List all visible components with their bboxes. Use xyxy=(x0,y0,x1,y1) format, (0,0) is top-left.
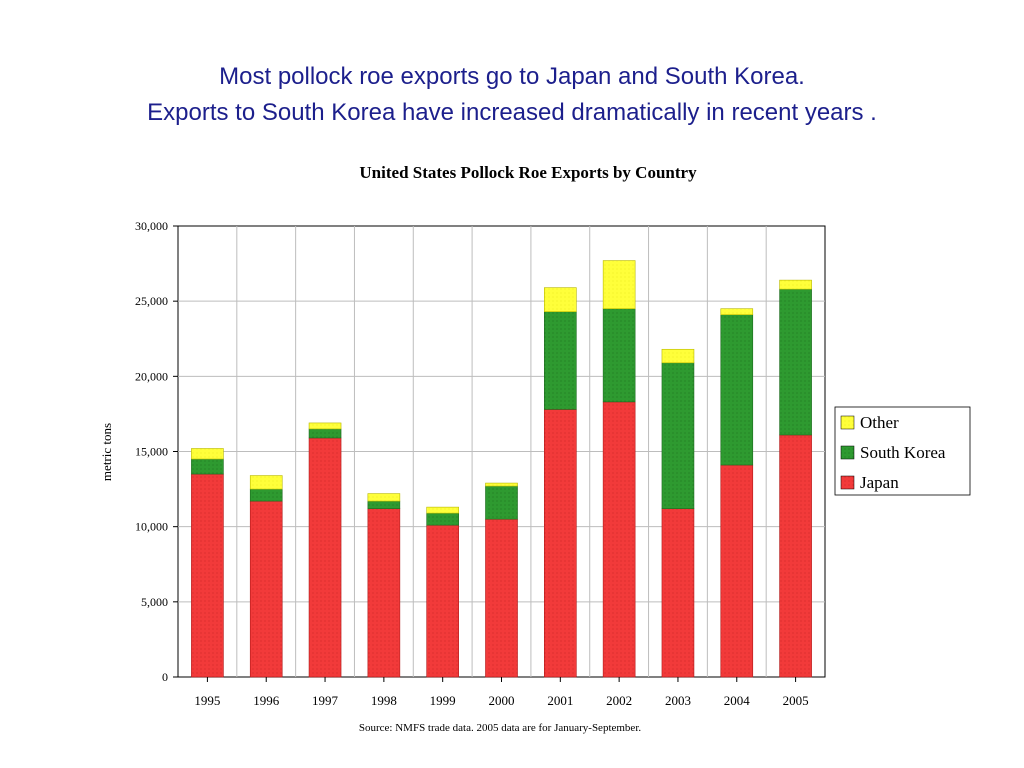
bar-other-1999 xyxy=(426,506,459,514)
bar-other-2003 xyxy=(661,348,695,364)
bar-japan-2001 xyxy=(544,409,577,678)
y-tick-label: 30,000 xyxy=(135,219,168,233)
bar-japan-1997 xyxy=(308,437,342,678)
bar-other-2002 xyxy=(602,260,636,309)
bar-japan-1998 xyxy=(367,508,401,678)
bars xyxy=(191,260,812,678)
legend-swatch-south-korea xyxy=(840,445,855,460)
legend: Other South Korea Japan xyxy=(834,406,971,496)
bar-south-korea-2005 xyxy=(779,288,812,436)
x-tick-label: 1999 xyxy=(430,693,456,708)
chart-title: United States Pollock Roe Exports by Cou… xyxy=(359,163,697,182)
bar-japan-2003 xyxy=(661,508,695,678)
bar-other-1998 xyxy=(367,493,401,502)
bar-other-1996 xyxy=(249,475,283,490)
legend-swatch-japan xyxy=(840,475,855,490)
y-tick-label: 15,000 xyxy=(135,445,168,459)
legend-label-japan: Japan xyxy=(860,473,899,492)
x-tick-label: 2005 xyxy=(783,693,809,708)
bar-south-korea-1995 xyxy=(191,458,224,475)
bar-other-1997 xyxy=(308,422,342,430)
bar-south-korea-2001 xyxy=(544,311,577,410)
y-tick-label: 5,000 xyxy=(141,595,168,609)
bar-other-2004 xyxy=(720,308,754,315)
bar-other-2005 xyxy=(779,279,812,290)
x-tick-label: 1997 xyxy=(312,693,339,708)
bar-japan-1995 xyxy=(191,473,224,678)
bar-japan-2005 xyxy=(779,434,812,678)
legend-label-other: Other xyxy=(860,413,899,432)
headline-line-2: Exports to South Korea have increased dr… xyxy=(147,99,877,126)
legend-swatch-other xyxy=(840,415,855,430)
y-axis-label: metric tons xyxy=(99,423,114,481)
x-tick-label: 1996 xyxy=(253,693,280,708)
bar-south-korea-2004 xyxy=(720,314,754,466)
bar-south-korea-1998 xyxy=(367,500,401,509)
bar-south-korea-2000 xyxy=(485,485,518,520)
x-tick-label: 2003 xyxy=(665,693,691,708)
bar-japan-1999 xyxy=(426,524,459,678)
y-tick-label: 10,000 xyxy=(135,520,168,534)
x-tick-label: 2004 xyxy=(724,693,751,708)
axes: 0 5,000 10,000 15,000 20,000 25,000 30,000 1995… xyxy=(135,219,809,708)
bar-south-korea-1997 xyxy=(308,428,342,439)
x-tick-label: 1995 xyxy=(194,693,220,708)
source-note: Source: NMFS trade data. 2005 data are f… xyxy=(359,722,641,734)
bar-japan-1996 xyxy=(249,500,283,678)
x-tick-label: 1998 xyxy=(371,693,397,708)
headline-line-1: Most pollock roe exports go to Japan and… xyxy=(219,63,805,90)
bar-other-2001 xyxy=(544,287,577,312)
bar-south-korea-1999 xyxy=(426,512,459,526)
bar-south-korea-1996 xyxy=(249,488,283,502)
x-tick-label: 2002 xyxy=(606,693,632,708)
y-tick-label: 20,000 xyxy=(135,369,168,383)
bar-south-korea-2002 xyxy=(602,308,636,403)
bar-japan-2000 xyxy=(485,518,518,678)
gridlines xyxy=(178,226,825,677)
bar-other-2000 xyxy=(485,482,518,487)
x-tick-label: 2001 xyxy=(547,693,573,708)
legend-label-south-korea: South Korea xyxy=(860,443,946,462)
bar-japan-2002 xyxy=(602,401,636,678)
x-tick-label: 2000 xyxy=(489,693,515,708)
legend-frame xyxy=(834,406,971,496)
y-tick-label: 0 xyxy=(162,670,168,684)
bar-japan-2004 xyxy=(720,464,754,678)
bar-other-1995 xyxy=(191,448,224,460)
bar-south-korea-2003 xyxy=(661,362,695,509)
y-tick-label: 25,000 xyxy=(135,294,168,308)
